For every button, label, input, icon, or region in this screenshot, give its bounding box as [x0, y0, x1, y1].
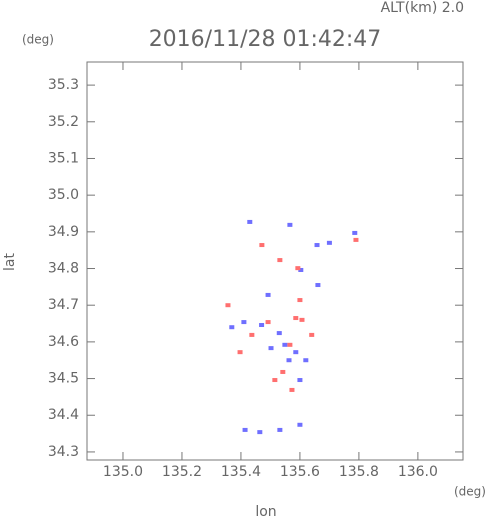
- x-tick-label: 135.6: [280, 464, 320, 480]
- point: [225, 303, 231, 308]
- point: [247, 219, 253, 224]
- point: [259, 243, 265, 248]
- point: [242, 427, 248, 432]
- y-tick-label: 34.4: [48, 407, 79, 423]
- y-tick-label: 34.5: [48, 371, 79, 387]
- y-tick-label: 34.8: [48, 261, 79, 277]
- x-unit: (deg): [454, 485, 486, 499]
- point: [249, 332, 255, 337]
- point: [297, 378, 303, 383]
- point: [286, 358, 292, 363]
- point: [289, 387, 295, 392]
- point: [315, 283, 321, 288]
- y-tick-label: 35.2: [48, 114, 79, 130]
- point: [272, 378, 278, 383]
- y-axis-label: lat: [2, 253, 18, 271]
- chart-subtitle: ALT(km) 2.0: [381, 0, 464, 16]
- y-tick-label: 35.1: [48, 150, 79, 166]
- point: [303, 358, 309, 363]
- point: [276, 331, 282, 336]
- point: [287, 342, 293, 347]
- point: [259, 323, 265, 328]
- point: [277, 427, 283, 432]
- point: [237, 350, 243, 355]
- point: [229, 325, 235, 330]
- y-tick-label: 34.6: [48, 334, 79, 350]
- x-tick-label: 135.2: [162, 464, 202, 480]
- point: [277, 258, 283, 263]
- point: [299, 317, 305, 322]
- y-unit: (deg): [22, 33, 54, 47]
- x-tick-label: 136.0: [398, 464, 438, 480]
- point: [268, 346, 274, 351]
- point: [257, 430, 263, 435]
- point: [326, 240, 332, 245]
- y-tick-label: 34.9: [48, 224, 79, 240]
- point: [293, 350, 299, 355]
- point: [280, 369, 286, 374]
- y-tick-label: 35.0: [48, 187, 79, 203]
- point: [295, 266, 301, 271]
- x-axis-label: lon: [255, 504, 276, 520]
- y-tick-label: 34.7: [48, 297, 79, 313]
- point: [314, 243, 320, 248]
- y-tick-label: 34.3: [48, 444, 79, 460]
- plot-frame: [86, 61, 464, 461]
- point: [309, 332, 315, 337]
- x-tick-label: 135.0: [103, 464, 143, 480]
- point: [353, 237, 359, 242]
- point: [297, 422, 303, 427]
- x-tick-label: 135.8: [339, 464, 379, 480]
- point: [298, 267, 304, 272]
- point: [297, 298, 303, 303]
- point: [265, 292, 271, 297]
- point: [282, 342, 288, 347]
- y-tick-label: 35.3: [48, 77, 79, 93]
- point: [352, 230, 358, 235]
- point: [287, 222, 293, 227]
- chart-title: 2016/11/28 01:42:47: [149, 27, 382, 52]
- x-tick-label: 135.4: [221, 464, 261, 480]
- point: [265, 320, 271, 325]
- point: [293, 316, 299, 321]
- point: [241, 320, 247, 325]
